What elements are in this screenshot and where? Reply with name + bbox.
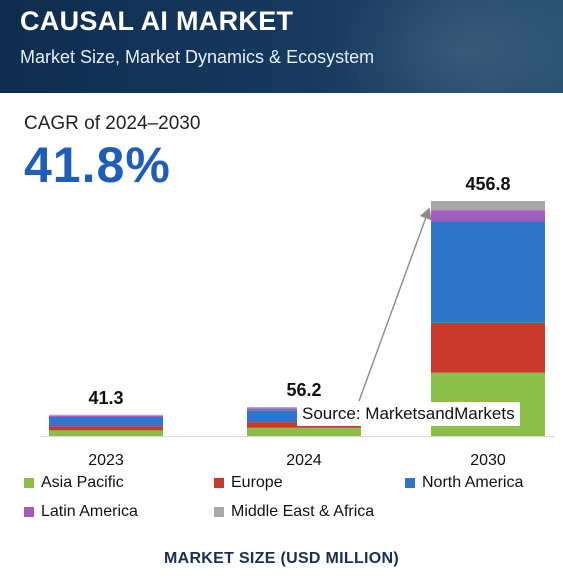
page-title: CAUSAL AI MARKET bbox=[20, 6, 294, 36]
bar-total-label-2023: 41.3 bbox=[88, 388, 123, 408]
bar-segment-2023-asia-pacific bbox=[49, 430, 163, 436]
x-tick-label-2023: 2023 bbox=[88, 452, 124, 469]
header-banner: CAUSAL AI MARKET Market Size, Market Dyn… bbox=[0, 0, 563, 93]
cagr-label: CAGR of 2024–2030 bbox=[24, 113, 201, 134]
bar-total-label-2030: 456.8 bbox=[465, 174, 510, 194]
bar-segment-2023-latin-america bbox=[49, 415, 163, 417]
x-tick-label-2024: 2024 bbox=[286, 452, 322, 469]
bar-total-label-2024: 56.2 bbox=[286, 380, 321, 400]
x-axis-title: MARKET SIZE (USD MILLION) bbox=[163, 550, 400, 567]
source-label: Source: MarketsandMarkets bbox=[297, 402, 520, 426]
bar-segment-2030-middle-east-africa bbox=[431, 201, 545, 211]
cagr-value: 41.8% bbox=[24, 137, 171, 193]
growth-arrow bbox=[358, 207, 432, 402]
page-subtitle: Market Size, Market Dynamics & Ecosystem bbox=[20, 47, 375, 67]
bar-segment-2023-north-america bbox=[49, 416, 163, 427]
bar-segment-2030-latin-america bbox=[431, 210, 545, 222]
bar-segment-2030-europe bbox=[431, 322, 545, 373]
x-tick-label-2030: 2030 bbox=[470, 452, 506, 469]
bar-segment-2030-north-america bbox=[431, 221, 545, 323]
bar-segment-2024-asia-pacific bbox=[247, 427, 361, 436]
bar-segment-2023-europe bbox=[49, 426, 163, 431]
bar-segment-2023-middle-east-africa bbox=[49, 414, 163, 416]
